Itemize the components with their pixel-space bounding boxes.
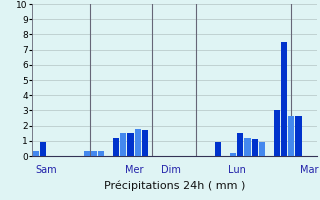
Bar <box>135 129 141 156</box>
Bar <box>237 133 243 156</box>
Text: Mar: Mar <box>300 165 319 175</box>
Bar <box>281 42 287 156</box>
Bar <box>230 153 236 156</box>
Text: Dim: Dim <box>161 165 181 175</box>
Text: Mer: Mer <box>125 165 143 175</box>
Text: Lun: Lun <box>228 165 245 175</box>
Bar <box>288 116 294 156</box>
Bar <box>33 151 39 156</box>
Bar <box>113 138 119 156</box>
Text: Précipitations 24h ( mm ): Précipitations 24h ( mm ) <box>104 180 245 191</box>
Bar <box>142 130 148 156</box>
Bar <box>120 133 126 156</box>
Bar <box>91 151 97 156</box>
Bar <box>98 151 104 156</box>
Bar <box>40 142 46 156</box>
Bar <box>252 139 258 156</box>
Bar <box>259 142 265 156</box>
Bar <box>274 110 280 156</box>
Text: Sam: Sam <box>36 165 57 175</box>
Bar <box>295 116 302 156</box>
Bar <box>127 133 134 156</box>
Bar <box>244 138 251 156</box>
Bar <box>84 151 90 156</box>
Bar <box>215 142 221 156</box>
